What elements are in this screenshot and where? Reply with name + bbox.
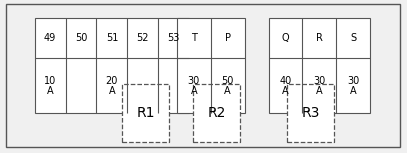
Text: 30
A: 30 A bbox=[347, 76, 359, 96]
Bar bbox=[269, 18, 370, 113]
Text: S: S bbox=[350, 33, 356, 43]
Text: 51: 51 bbox=[106, 33, 118, 43]
Text: 40
A: 40 A bbox=[279, 76, 292, 96]
Text: 49: 49 bbox=[44, 33, 56, 43]
Bar bbox=[177, 18, 245, 113]
Text: R2: R2 bbox=[208, 106, 226, 120]
Text: 10
A: 10 A bbox=[44, 76, 56, 96]
Text: R: R bbox=[316, 33, 323, 43]
Text: 20
A: 20 A bbox=[106, 76, 118, 96]
Text: 30
A: 30 A bbox=[313, 76, 326, 96]
Bar bbox=[193, 84, 240, 142]
Text: 52: 52 bbox=[137, 33, 149, 43]
Bar bbox=[35, 18, 189, 113]
Text: T: T bbox=[191, 33, 197, 43]
Text: Q: Q bbox=[282, 33, 289, 43]
Text: 30
A: 30 A bbox=[188, 76, 200, 96]
Text: R1: R1 bbox=[136, 106, 155, 120]
Text: 53: 53 bbox=[168, 33, 180, 43]
Text: 50: 50 bbox=[75, 33, 87, 43]
Text: R3: R3 bbox=[301, 106, 319, 120]
Text: P: P bbox=[225, 33, 231, 43]
Text: 50
A: 50 A bbox=[221, 76, 234, 96]
Bar bbox=[122, 84, 169, 142]
Bar bbox=[287, 84, 334, 142]
